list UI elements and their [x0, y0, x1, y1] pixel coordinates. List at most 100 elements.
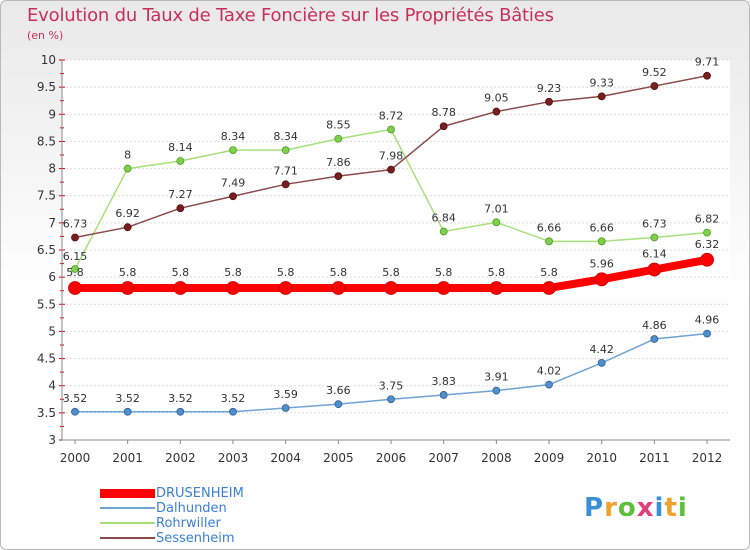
data-label-rohrwiller: 8	[124, 149, 131, 162]
legend-item-rohrwiller: Rohrwiller	[100, 516, 300, 531]
data-label-sessenheim: 7.49	[221, 176, 246, 189]
logo-text: Proxiti	[584, 493, 688, 522]
data-label-rohrwiller: 8.55	[326, 119, 351, 132]
data-label-drusenheim: 6.14	[642, 248, 667, 261]
data-point-sessenheim	[545, 97, 553, 106]
data-label-rohrwiller: 8.14	[168, 141, 193, 154]
data-point-rohrwiller	[492, 218, 501, 227]
data-point-sessenheim	[71, 233, 79, 242]
data-point-dalhunden	[703, 329, 711, 338]
data-point-dalhunden	[123, 407, 132, 416]
data-point-dalhunden	[334, 400, 343, 409]
x-tick-label: 2011	[639, 451, 670, 465]
data-label-drusenheim: 5.8	[66, 266, 84, 279]
y-tick-label: 9.5	[37, 80, 56, 94]
y-tick-label: 4	[48, 379, 56, 393]
data-point-rohrwiller	[281, 146, 290, 155]
data-point-rohrwiller	[71, 265, 79, 273]
data-label-dalhunden: 4.42	[589, 343, 614, 356]
data-label-rohrwiller: 7.01	[484, 202, 509, 215]
data-label-dalhunden: 3.83	[431, 375, 456, 388]
legend-swatch	[100, 489, 155, 498]
data-label-rohrwiller: 6.82	[695, 213, 720, 226]
data-point-sessenheim	[650, 82, 659, 90]
data-label-sessenheim: 9.71	[695, 56, 720, 69]
data-point-drusenheim	[489, 281, 504, 295]
data-label-dalhunden: 4.96	[695, 314, 720, 327]
data-label-dalhunden: 3.75	[379, 379, 404, 392]
y-tick-label: 9	[48, 107, 56, 121]
data-point-sessenheim	[123, 223, 132, 232]
data-point-dalhunden	[229, 407, 237, 416]
data-point-rohrwiller	[597, 237, 606, 246]
data-point-sessenheim	[176, 204, 185, 213]
y-tick-label: 3.5	[37, 406, 56, 420]
data-label-dalhunden: 3.52	[221, 392, 246, 405]
data-point-dalhunden	[281, 404, 290, 412]
legend-item-drusenheim: DRUSENHEIM	[100, 486, 300, 501]
x-tick-label: 2005	[323, 451, 354, 465]
data-point-drusenheim	[594, 272, 609, 287]
data-label-drusenheim: 6.32	[695, 238, 720, 251]
x-tick-label: 2006	[376, 451, 407, 465]
legend-label: Dalhunden	[156, 501, 227, 516]
y-tick-label: 5.5	[37, 297, 56, 311]
y-tick-label: 7.5	[37, 189, 56, 203]
data-label-sessenheim: 8.78	[431, 106, 456, 119]
data-point-drusenheim	[68, 281, 82, 295]
x-tick-label: 2007	[428, 451, 459, 465]
data-label-drusenheim: 5.8	[119, 266, 137, 279]
data-point-rohrwiller	[334, 134, 343, 143]
data-point-sessenheim	[281, 180, 290, 189]
data-label-sessenheim: 7.27	[168, 188, 193, 201]
data-label-drusenheim: 5.8	[488, 266, 506, 279]
data-point-sessenheim	[492, 107, 501, 116]
x-tick-label: 2010	[586, 451, 617, 465]
data-point-drusenheim	[542, 281, 556, 295]
data-point-dalhunden	[71, 407, 79, 416]
data-label-dalhunden: 4.86	[642, 319, 667, 332]
legend-label: Rohrwiller	[156, 516, 221, 531]
y-tick-label: 6	[48, 270, 56, 284]
data-label-sessenheim: 7.71	[273, 164, 298, 177]
data-point-rohrwiller	[176, 157, 185, 165]
data-label-drusenheim: 5.8	[330, 266, 348, 279]
y-tick-label: 8.5	[37, 134, 56, 148]
chart-legend: DRUSENHEIM Dalhunden Rohrwiller Sessenheim	[100, 486, 300, 546]
x-tick-label: 2008	[481, 451, 512, 465]
data-point-sessenheim	[703, 71, 711, 80]
data-point-drusenheim	[647, 262, 662, 277]
x-tick-label: 2000	[60, 451, 91, 465]
data-label-rohrwiller: 6.66	[537, 221, 562, 234]
data-label-rohrwiller: 8.34	[273, 130, 298, 143]
data-label-drusenheim: 5.8	[224, 266, 242, 279]
data-point-drusenheim	[331, 281, 346, 295]
data-point-dalhunden	[439, 391, 448, 399]
data-label-sessenheim: 9.05	[484, 92, 509, 105]
data-label-rohrwiller: 6.73	[642, 218, 667, 231]
x-tick-label: 2001	[112, 451, 143, 465]
legend-label: Sessenheim	[156, 531, 235, 546]
x-tick-label: 2009	[534, 451, 565, 465]
chart-subtitle: (en %)	[27, 29, 64, 42]
x-tick-label: 2012	[692, 451, 723, 465]
data-label-sessenheim: 6.92	[115, 207, 140, 220]
data-label-dalhunden: 3.66	[326, 384, 351, 397]
x-tick-label: 2004	[270, 451, 301, 465]
data-point-rohrwiller	[703, 228, 711, 237]
data-label-drusenheim: 5.8	[435, 266, 453, 279]
data-point-dalhunden	[176, 407, 185, 416]
data-label-sessenheim: 7.86	[326, 156, 351, 169]
legend-swatch	[100, 522, 155, 524]
data-point-dalhunden	[545, 380, 553, 389]
data-point-drusenheim	[436, 281, 451, 295]
y-tick-label: 5	[48, 324, 56, 338]
data-point-sessenheim	[334, 172, 343, 181]
data-point-drusenheim	[700, 252, 714, 267]
data-label-dalhunden: 3.52	[168, 392, 193, 405]
data-label-dalhunden: 4.02	[537, 365, 562, 378]
data-label-drusenheim: 5.96	[589, 257, 614, 270]
data-label-rohrwiller: 6.15	[63, 250, 88, 263]
chart-title: Evolution du Taux de Taxe Foncière sur l…	[27, 5, 554, 26]
